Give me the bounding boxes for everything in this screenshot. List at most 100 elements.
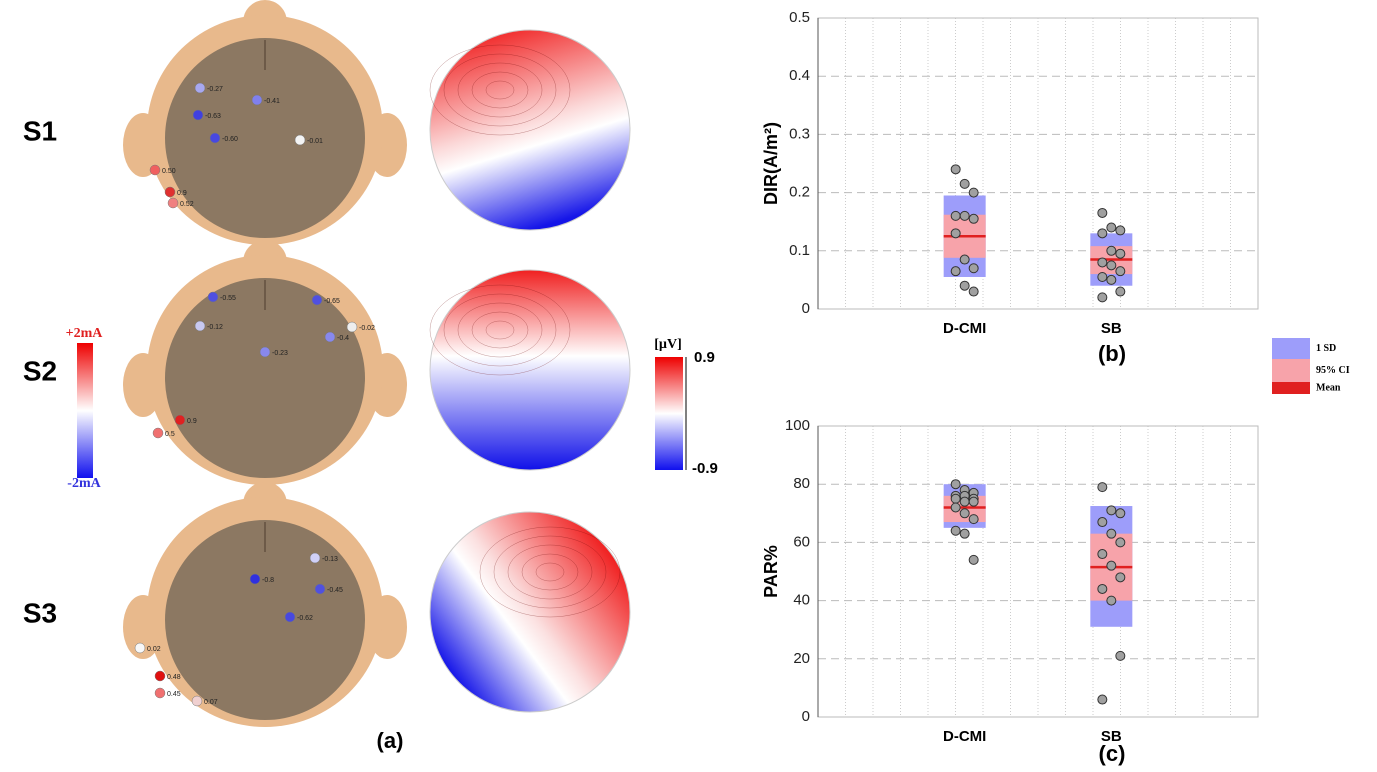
contour bbox=[471, 71, 529, 109]
electrode bbox=[251, 94, 263, 106]
contour bbox=[521, 553, 579, 591]
contour bbox=[429, 44, 571, 136]
electrode bbox=[314, 583, 326, 595]
scale-bottom: -2mA bbox=[67, 476, 101, 491]
contour bbox=[535, 562, 565, 582]
electrode bbox=[149, 164, 161, 176]
y-tick-label: 0.2 bbox=[789, 184, 810, 201]
electrode bbox=[324, 331, 336, 343]
contour bbox=[443, 293, 557, 367]
legend-label: Mean bbox=[1316, 382, 1341, 393]
data-point bbox=[950, 525, 961, 536]
data-point bbox=[1106, 595, 1117, 606]
data-point bbox=[950, 210, 961, 221]
data-point bbox=[959, 210, 970, 221]
data-point bbox=[950, 479, 961, 490]
electrode-label: 0.5 bbox=[165, 431, 175, 438]
legend-label: 95% CI bbox=[1316, 365, 1350, 376]
data-point bbox=[1097, 694, 1108, 705]
y-tick-label: 60 bbox=[793, 533, 810, 550]
colorbar-min: -0.9 bbox=[692, 460, 718, 477]
data-point bbox=[968, 554, 979, 565]
electrode bbox=[152, 427, 164, 439]
electrode bbox=[207, 291, 219, 303]
data-point bbox=[1097, 549, 1108, 560]
data-point bbox=[1097, 292, 1108, 303]
legend-swatch bbox=[1272, 359, 1310, 382]
electrode-label: -0.41 bbox=[264, 98, 280, 105]
scale-top: +2mA bbox=[66, 326, 104, 341]
data-point bbox=[1115, 537, 1126, 548]
electrode bbox=[174, 414, 186, 426]
chart-caption: (b) bbox=[1098, 341, 1126, 366]
electrode-label: 0.52 bbox=[180, 201, 194, 208]
electrode-label: -0.01 bbox=[307, 138, 323, 145]
contour bbox=[471, 311, 529, 349]
x-tick-label: SB bbox=[1101, 320, 1122, 337]
brain bbox=[165, 278, 365, 478]
chart-caption: (c) bbox=[1099, 741, 1126, 766]
contour bbox=[457, 302, 543, 358]
data-point bbox=[1106, 222, 1117, 233]
electrode bbox=[249, 573, 261, 585]
y-axis-label: PAR% bbox=[761, 545, 781, 598]
y-tick-label: 0 bbox=[802, 708, 810, 725]
electrode-label: 0.50 bbox=[162, 168, 176, 175]
subject-label: S3 bbox=[23, 597, 57, 628]
data-point bbox=[1115, 572, 1126, 583]
electrode bbox=[311, 294, 323, 306]
electrode-label: 0.45 bbox=[167, 691, 181, 698]
y-tick-label: 80 bbox=[793, 475, 810, 492]
x-tick-label: D-CMI bbox=[943, 728, 986, 745]
y-axis-label: DIR(A/m²) bbox=[761, 122, 781, 205]
contour bbox=[485, 80, 515, 100]
contour bbox=[485, 320, 515, 340]
contour bbox=[479, 526, 621, 618]
colorbar-max: 0.9 bbox=[694, 349, 715, 366]
electrode bbox=[134, 642, 146, 654]
data-point bbox=[968, 514, 979, 525]
data-point bbox=[959, 508, 970, 519]
y-tick-label: 40 bbox=[793, 592, 810, 609]
data-point bbox=[968, 286, 979, 297]
data-point bbox=[968, 213, 979, 224]
y-tick-label: 20 bbox=[793, 650, 810, 667]
electrode bbox=[191, 695, 203, 707]
y-tick-label: 100 bbox=[785, 417, 810, 434]
plot-area bbox=[817, 17, 1259, 310]
legend-swatch bbox=[1272, 338, 1310, 359]
electrode-label: -0.45 bbox=[327, 587, 343, 594]
y-tick-label: 0.1 bbox=[789, 242, 810, 259]
data-point bbox=[1106, 560, 1117, 571]
electrode-label: 0.48 bbox=[167, 674, 181, 681]
data-point bbox=[1106, 274, 1117, 285]
electrode bbox=[192, 109, 204, 121]
data-point bbox=[1106, 505, 1117, 516]
electrode bbox=[284, 611, 296, 623]
data-point bbox=[1097, 271, 1108, 282]
electrode-label: -0.8 bbox=[262, 577, 274, 584]
panel-caption: (a) bbox=[377, 728, 404, 753]
electrode bbox=[194, 320, 206, 332]
electrode bbox=[309, 552, 321, 564]
electrode bbox=[194, 82, 206, 94]
data-point bbox=[1106, 528, 1117, 539]
electrode-label: 0.02 bbox=[147, 646, 161, 653]
data-point bbox=[950, 493, 961, 504]
current-colorbar bbox=[77, 343, 93, 478]
electrode-label: -0.4 bbox=[337, 335, 349, 342]
data-point bbox=[959, 178, 970, 189]
data-point bbox=[968, 187, 979, 198]
data-point bbox=[1097, 257, 1108, 268]
subject-label: S1 bbox=[23, 115, 57, 146]
data-point bbox=[959, 528, 970, 539]
electrode-label: -0.62 bbox=[297, 615, 313, 622]
brain bbox=[165, 520, 365, 720]
electrode-label: -0.23 bbox=[272, 350, 288, 357]
electrode-label: 0.9 bbox=[177, 190, 187, 197]
electrode bbox=[209, 132, 221, 144]
contour bbox=[493, 535, 607, 609]
contour bbox=[429, 284, 571, 376]
electrode bbox=[259, 346, 271, 358]
y-tick-label: 0.3 bbox=[789, 125, 810, 142]
